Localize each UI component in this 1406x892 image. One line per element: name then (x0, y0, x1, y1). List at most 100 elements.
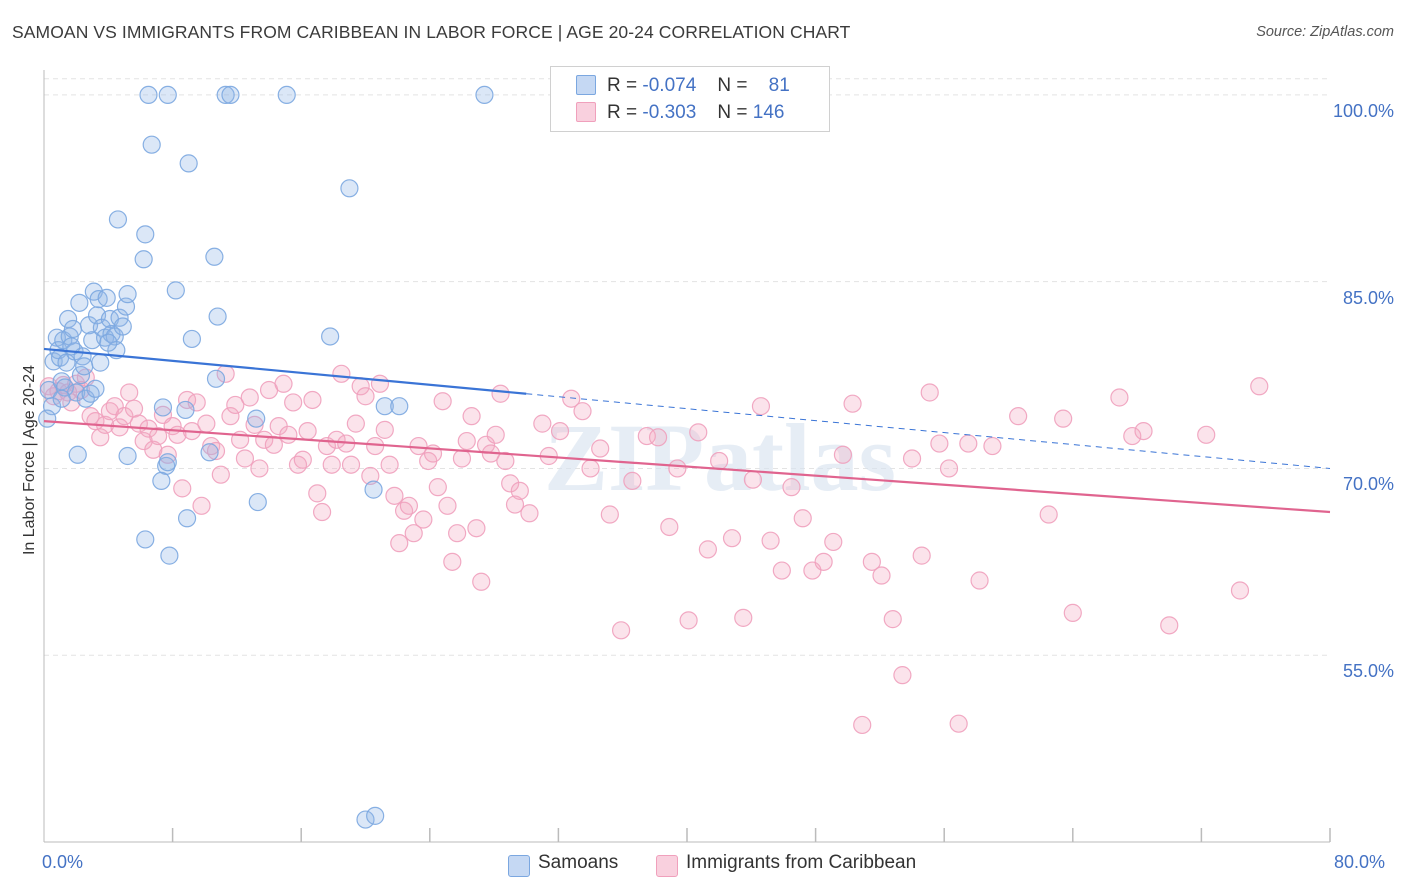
y-tick-label: 70.0% (1342, 474, 1394, 495)
point-caribbean (550, 421, 570, 441)
point-caribbean (920, 383, 939, 402)
point-samoans (160, 546, 179, 565)
point-caribbean (611, 621, 631, 640)
point-caribbean (274, 374, 293, 393)
point-samoans (75, 357, 94, 376)
point-samoans (182, 329, 201, 349)
point-caribbean (689, 423, 708, 442)
point-caribbean (501, 474, 520, 493)
point-caribbean (1123, 426, 1142, 446)
point-caribbean (491, 384, 510, 403)
point-caribbean (853, 715, 872, 735)
trend-line-caribbean (43, 420, 1331, 514)
point-caribbean (457, 431, 476, 451)
point-caribbean (385, 486, 404, 505)
point-caribbean (668, 459, 687, 478)
axes (43, 70, 1331, 843)
point-samoans (81, 384, 100, 403)
point-caribbean (240, 388, 259, 407)
point-caribbean (192, 496, 211, 515)
legend-r-label: R = (607, 102, 638, 123)
point-caribbean (414, 510, 433, 529)
point-caribbean (279, 425, 298, 444)
y-tick-label: 85.0% (1342, 287, 1394, 308)
point-samoans (340, 179, 359, 198)
point-samoans (118, 285, 137, 304)
point-samoans (139, 85, 158, 105)
point-caribbean (496, 451, 515, 471)
point-caribbean (1230, 581, 1250, 600)
point-caribbean (312, 502, 332, 522)
legend-n-label: N = (717, 75, 748, 96)
point-caribbean (390, 534, 409, 553)
point-caribbean (221, 407, 240, 426)
point-caribbean (959, 434, 978, 453)
point-caribbean (472, 572, 491, 591)
point-caribbean (486, 425, 505, 444)
point-caribbean (149, 426, 168, 446)
point-samoans (55, 378, 74, 397)
chart-source: Source: ZipAtlas.com (1256, 24, 1394, 40)
point-samoans (366, 806, 385, 825)
point-samoans (76, 389, 95, 408)
point-caribbean (394, 501, 414, 520)
point-caribbean (341, 455, 361, 474)
point-caribbean (983, 436, 1002, 456)
legend-n-value-samoans: 81 (768, 75, 790, 96)
point-samoans (179, 154, 198, 173)
point-caribbean (288, 455, 308, 474)
point-caribbean (438, 496, 457, 515)
point-caribbean (462, 407, 481, 426)
point-caribbean (346, 414, 365, 433)
point-caribbean (211, 465, 230, 484)
legend-r-label: R = (607, 75, 638, 96)
point-caribbean (197, 414, 216, 433)
point-samoans (356, 810, 375, 829)
point-caribbean (743, 470, 763, 489)
point-caribbean (370, 374, 390, 393)
point-caribbean (332, 364, 351, 383)
point-caribbean (833, 445, 853, 464)
point-samoans (158, 453, 177, 472)
point-samoans (248, 492, 267, 512)
point-caribbean (872, 566, 891, 585)
point-samoans (108, 210, 128, 229)
point-caribbean (520, 504, 539, 523)
point-samoans (247, 409, 266, 428)
point-caribbean (510, 481, 529, 500)
legend-swatch-caribbean (576, 102, 596, 122)
point-samoans (118, 446, 137, 466)
point-caribbean (761, 531, 780, 550)
point-caribbean (902, 449, 922, 468)
point-caribbean (893, 666, 912, 685)
point-samoans (200, 443, 219, 462)
point-caribbean (883, 610, 902, 629)
point-caribbean (399, 496, 419, 515)
trend-line-samoans (43, 347, 527, 395)
point-caribbean (1197, 425, 1216, 444)
point-caribbean (912, 546, 931, 565)
point-caribbean (467, 519, 486, 538)
point-caribbean (235, 449, 255, 468)
series-legend: Samoans Immigrants from Caribbean (0, 852, 1406, 877)
point-caribbean (284, 393, 303, 412)
point-caribbean (623, 471, 642, 491)
point-caribbean (939, 459, 959, 478)
point-caribbean (293, 450, 312, 469)
point-caribbean (206, 441, 226, 461)
point-caribbean (1054, 409, 1073, 428)
y-tick-label: 100.0% (1332, 100, 1394, 121)
point-caribbean (105, 397, 124, 416)
legend-label-samoans: Samoans (538, 852, 619, 873)
point-caribbean (660, 517, 679, 537)
point-caribbean (404, 524, 423, 543)
point-caribbean (722, 529, 742, 548)
point-caribbean (327, 430, 346, 449)
point-caribbean (505, 495, 525, 514)
point-samoans (158, 85, 177, 105)
point-caribbean (1134, 421, 1153, 441)
point-caribbean (250, 459, 269, 478)
point-caribbean (648, 428, 668, 447)
point-samoans (221, 85, 240, 105)
